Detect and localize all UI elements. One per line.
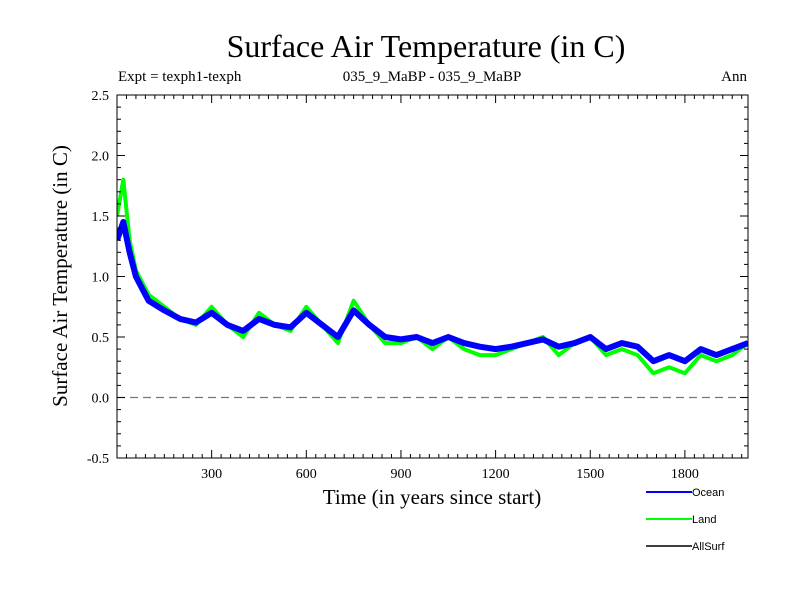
- y-axis-label: Surface Air Temperature (in C): [48, 145, 72, 407]
- plot-frame: [116, 94, 749, 459]
- legend: Ocean Land AllSurf: [646, 487, 725, 553]
- y-tick-label: 0.5: [92, 331, 110, 346]
- chart-subtitle-right: Ann: [721, 69, 747, 85]
- y-tick-label: 1.5: [92, 210, 110, 225]
- legend-allsurf-label: AllSurf: [692, 541, 725, 553]
- x-tick-label: 1800: [671, 467, 699, 482]
- legend-ocean-label: Ocean: [692, 487, 724, 499]
- x-axis-label: Time (in years since start): [323, 485, 542, 509]
- x-tick-label: 900: [390, 467, 411, 482]
- x-tick-label: 1200: [482, 467, 510, 482]
- legend-land-label: Land: [692, 514, 716, 526]
- y-tick-label: -0.5: [87, 452, 109, 467]
- y-tick-label: 1.0: [92, 271, 110, 286]
- x-tick-label: 1500: [576, 467, 604, 482]
- chart-subtitle-left: Expt = texph1-texph: [118, 69, 242, 85]
- series-line-ocean: [117, 219, 748, 365]
- series-layer: [117, 177, 748, 376]
- x-tick-label: 300: [201, 467, 222, 482]
- chart-subtitle-center: 035_9_MaBP - 035_9_MaBP: [343, 69, 522, 85]
- chart-title: Surface Air Temperature (in C): [227, 28, 626, 64]
- y-tick-label: 2.0: [92, 150, 110, 165]
- y-tick-label: 0.0: [92, 392, 110, 407]
- y-tick-label: 2.5: [92, 89, 110, 104]
- ticks-layer: 300 600 900 1200 1500 1800 -0.5 0.0 0.5 1.0 1.5 2.0…: [87, 89, 748, 482]
- x-tick-label: 600: [296, 467, 317, 482]
